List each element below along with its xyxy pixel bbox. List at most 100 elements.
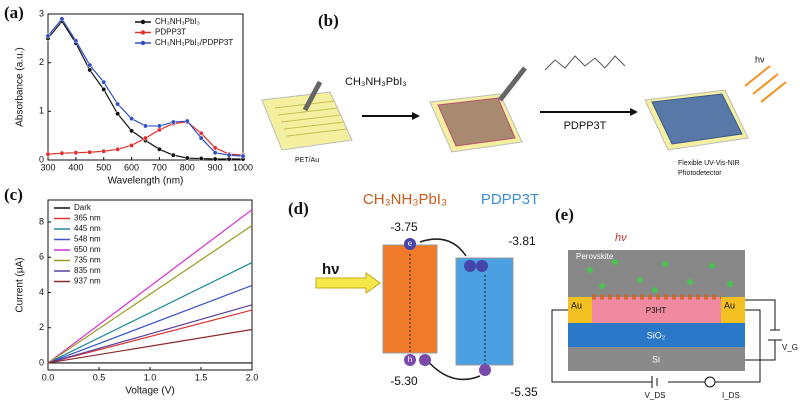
data-point [198,156,204,161]
voltage-label: V_DS [645,391,666,400]
hole-label: h [408,355,412,364]
data-point [45,33,51,39]
data-point [184,118,190,124]
y-tick-label: 3 [39,8,44,18]
legend-label: CH₃NH₃PbI₃ [155,17,200,26]
data-point [115,111,121,117]
data-point [212,145,218,151]
electrode-label: Au [724,300,735,310]
x-tick-label: 700 [152,162,167,172]
data-point [87,62,93,68]
y-tick-label: 0 [39,357,44,367]
data-point [59,16,65,22]
substrate [261,91,353,151]
x-tick-label: 0.5 [93,372,106,382]
plot-frame [47,13,244,161]
data-point [198,135,204,141]
data-point [240,153,246,159]
material-label: PDPP3T [481,191,539,208]
data-point [101,148,107,154]
channel [592,297,721,323]
layer-label: Perovskite [576,252,614,261]
gate-layer [568,347,745,371]
legend-label: 445 nm [74,224,101,233]
series-line [47,309,253,364]
x-axis-label: Voltage (V) [125,386,174,397]
data-point [170,119,176,125]
grains [587,259,733,293]
legend-marker [140,40,146,46]
data-point [226,152,232,158]
data-point [87,149,93,155]
legend-label: 650 nm [74,245,101,254]
fabrication-scheme: CH₃NH₃PbI₃ PET/Au PDPP3T hν Flexible UV-… [261,54,787,177]
y-tick-label: 0 [39,154,44,164]
dielectric [568,323,745,347]
gate-circuit [745,299,776,361]
light-arrows [744,65,787,103]
data-point [198,130,204,136]
series-line [47,225,253,364]
device-structure: hν Perovskite Au Au P3HT SiO₂ Si V_G V_D… [551,232,798,400]
y-axis-label: Absorbance (a.u.) [15,47,26,127]
panel-label: (c) [4,185,23,204]
energy-level: -5.30 [390,374,418,388]
y-tick-label: 2 [39,57,44,67]
panel-label: (e) [555,205,574,224]
legend-label: 548 nm [74,235,101,244]
series-line [47,284,253,364]
x-tick-label: 800 [180,162,195,172]
polymer-label: PDPP3T [564,120,607,132]
y-axis-label: Current (μA) [15,257,26,312]
energy-diagram: CH₃NH₃PbI₃ PDPP3T -3.75 -3.81 -5.30 -5.3… [315,191,539,399]
electrodes [274,100,348,137]
panel-label: (a) [4,3,24,22]
arrowhead [412,112,420,120]
data-point [115,146,121,152]
device-label: Flexible UV-Vis-NIR [678,160,740,167]
legend-marker [140,30,146,35]
layer-label: Si [652,354,660,364]
voltage-label: V_G [782,343,798,352]
perovskite-film [437,97,516,147]
y-tick-label: 6 [39,252,44,262]
series-line [47,262,253,364]
x-tick-label: 0.0 [42,372,55,382]
data-point [156,123,162,129]
data-point [212,150,218,156]
data-point [143,135,148,141]
energy-level: -3.75 [390,220,418,234]
x-tick-label: 1000 [233,162,253,172]
data-point [87,67,93,73]
electrode [721,297,745,323]
x-axis-label: Wavelength (nm) [108,176,184,187]
pipette [302,80,323,112]
energy-level: -3.81 [508,234,536,248]
light-label: hν [615,232,627,244]
data-point [101,79,107,85]
y-tick-label: 4 [39,287,44,297]
series-line [47,328,253,364]
material-label: CH₃NH₃PbI₃ [363,191,447,208]
x-tick-label: 1.0 [144,372,157,382]
energy-level: -5.35 [510,385,538,399]
electron-label: e [408,239,413,248]
device-film [651,93,743,145]
x-tick-label: 400 [68,162,83,172]
data-point [143,123,148,129]
data-point [184,155,190,161]
data-point [59,150,65,156]
x-tick-label: 600 [124,162,139,172]
data-point [73,38,79,44]
panel-label: (d) [288,199,309,218]
data-point [212,156,218,162]
data-point [170,152,176,158]
current-label: I_DS [722,391,740,400]
electrode-label: Au [571,300,582,310]
legend-label: 365 nm [74,214,101,223]
y-tick-label: 1 [39,106,44,116]
layer-label: SiO₂ [647,330,666,340]
data-point [101,86,107,92]
legend-label: 835 nm [74,266,101,275]
